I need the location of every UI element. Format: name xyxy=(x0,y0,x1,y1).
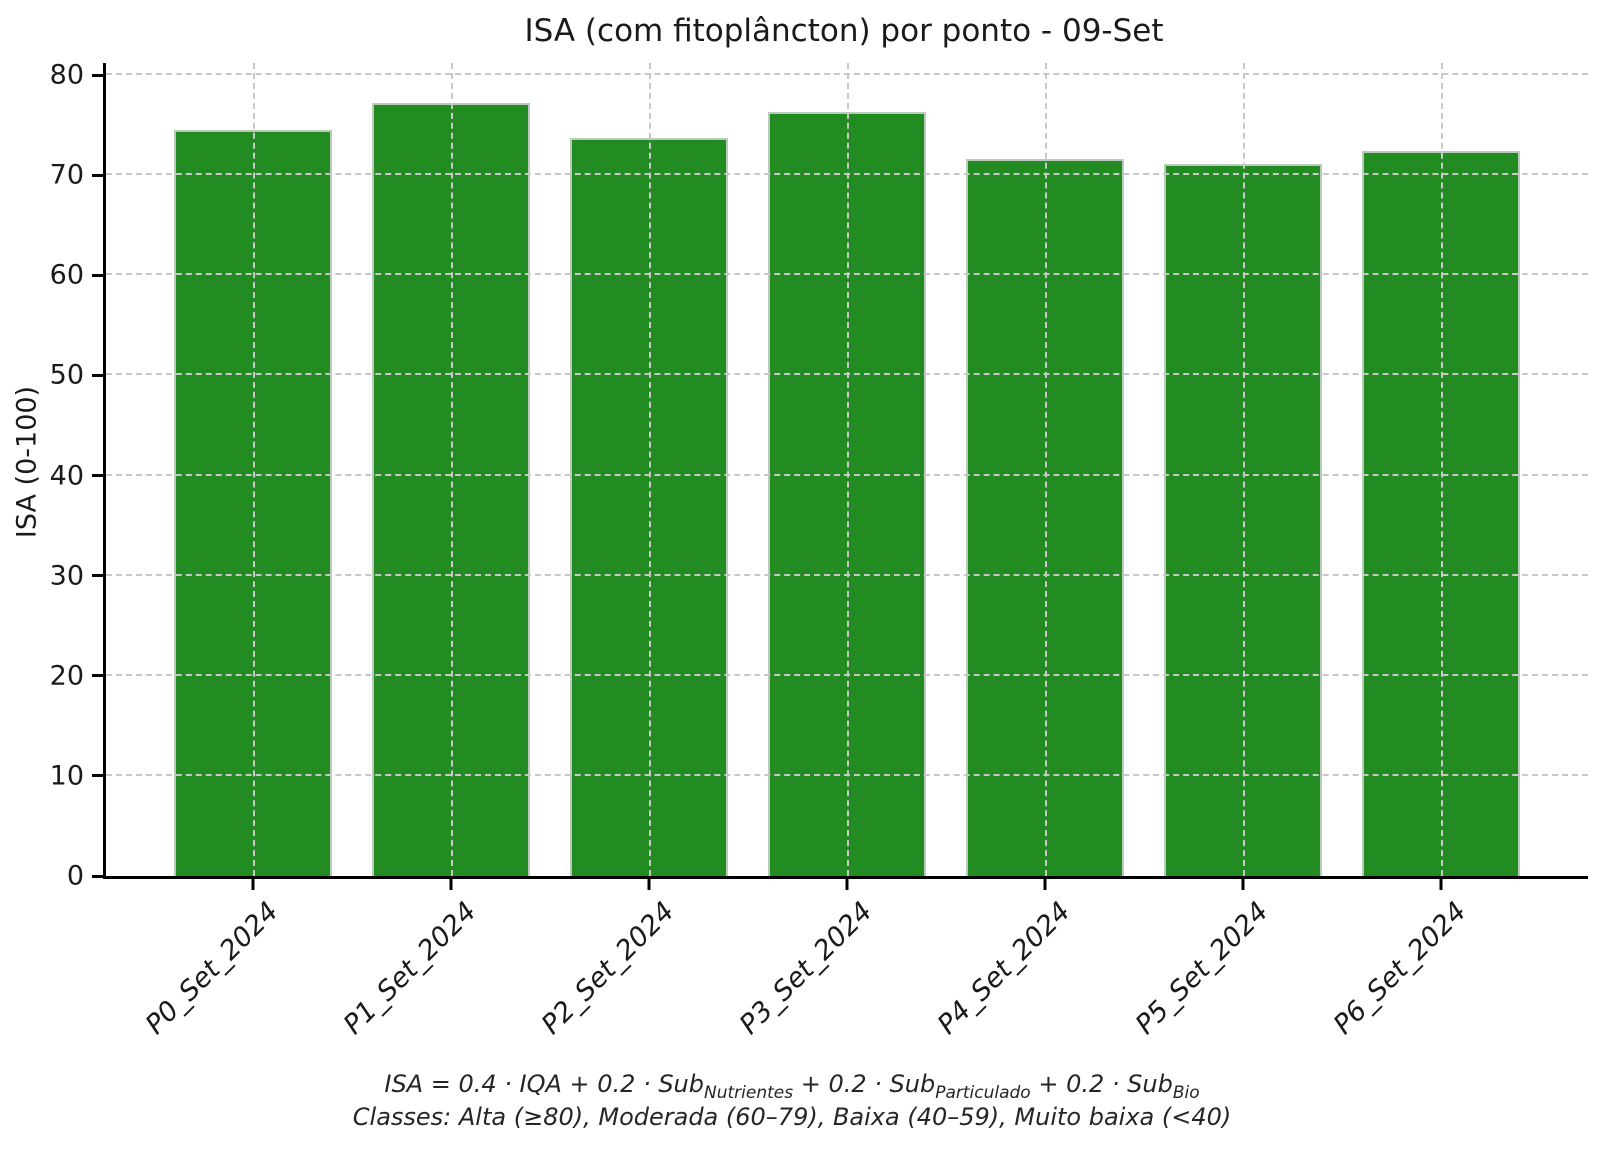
vertical-gridline xyxy=(847,63,849,876)
y-tick-mark xyxy=(92,273,103,277)
vertical-gridline xyxy=(252,63,255,876)
x-tick-label-text: P3_Set_2024 xyxy=(734,896,879,1041)
vertical-gridline xyxy=(648,63,651,876)
vertical-gridline xyxy=(1441,63,1443,876)
y-tick-label: 10 xyxy=(49,760,84,792)
x-tick-mark xyxy=(1439,879,1443,890)
y-tick-label: 30 xyxy=(49,560,84,592)
y-tick-mark xyxy=(92,73,103,77)
bar xyxy=(173,130,333,876)
formula-subscript: Nutrientes xyxy=(704,1082,794,1103)
formula-line: ISA = 0.4 · IQA + 0.2 · SubNutrientes + … xyxy=(384,1070,1200,1103)
y-tick-label: 50 xyxy=(49,359,84,391)
y-tick-mark xyxy=(92,474,103,478)
y-tick-mark xyxy=(92,674,103,678)
formula-subscript: Bio xyxy=(1172,1082,1200,1103)
x-tick-label-text: P0_Set_2024 xyxy=(140,896,285,1041)
x-tick-mark xyxy=(1241,879,1245,890)
x-tick-mark xyxy=(845,879,849,890)
y-tick-label: 20 xyxy=(49,660,84,692)
x-tick-mark xyxy=(647,879,651,890)
y-tick-mark xyxy=(92,774,103,778)
y-axis-label: ISA (0-100) xyxy=(11,385,43,539)
y-tick-label: 60 xyxy=(49,259,84,291)
vertical-gridline xyxy=(1243,63,1245,876)
bar xyxy=(1361,151,1521,876)
y-tick-mark xyxy=(92,173,103,177)
y-tick-mark xyxy=(92,574,103,578)
x-tick-label-text: P5_Set_2024 xyxy=(1130,896,1275,1041)
x-tick-label-text: P2_Set_2024 xyxy=(536,896,681,1041)
y-tick-label: 40 xyxy=(49,460,84,492)
chart-title: ISA (com fitoplâncton) por ponto - 09-Se… xyxy=(524,13,1164,49)
x-tick-mark xyxy=(251,879,255,890)
y-tick-mark xyxy=(92,874,103,878)
vertical-gridline xyxy=(1045,63,1047,876)
x-tick-mark xyxy=(449,879,453,890)
classes-line: Classes: Alta (≥80), Moderada (60–79), B… xyxy=(352,1103,1232,1131)
y-tick-label: 0 xyxy=(66,860,84,892)
x-tick-mark xyxy=(1043,879,1047,890)
formula-subscript: Particulado xyxy=(935,1082,1031,1103)
x-tick-label-text: P4_Set_2024 xyxy=(932,896,1077,1041)
footnote: ISA = 0.4 · IQA + 0.2 · SubNutrientes + … xyxy=(0,1068,1584,1134)
x-tick-label-text: P6_Set_2024 xyxy=(1328,896,1473,1041)
vertical-gridline xyxy=(450,63,453,876)
bar xyxy=(767,112,927,876)
plot-area: 0 10 20 30 40 50 60 70 80 P0_Set_2024 P1_Set_2024 P… xyxy=(50,60,1588,1041)
y-tick-label: 80 xyxy=(49,59,84,91)
x-tick-label-text: P1_Set_2024 xyxy=(338,896,483,1041)
y-tick-mark xyxy=(92,373,103,377)
bar xyxy=(1163,164,1323,876)
y-tick-label: 70 xyxy=(49,159,84,191)
bar xyxy=(965,159,1125,876)
